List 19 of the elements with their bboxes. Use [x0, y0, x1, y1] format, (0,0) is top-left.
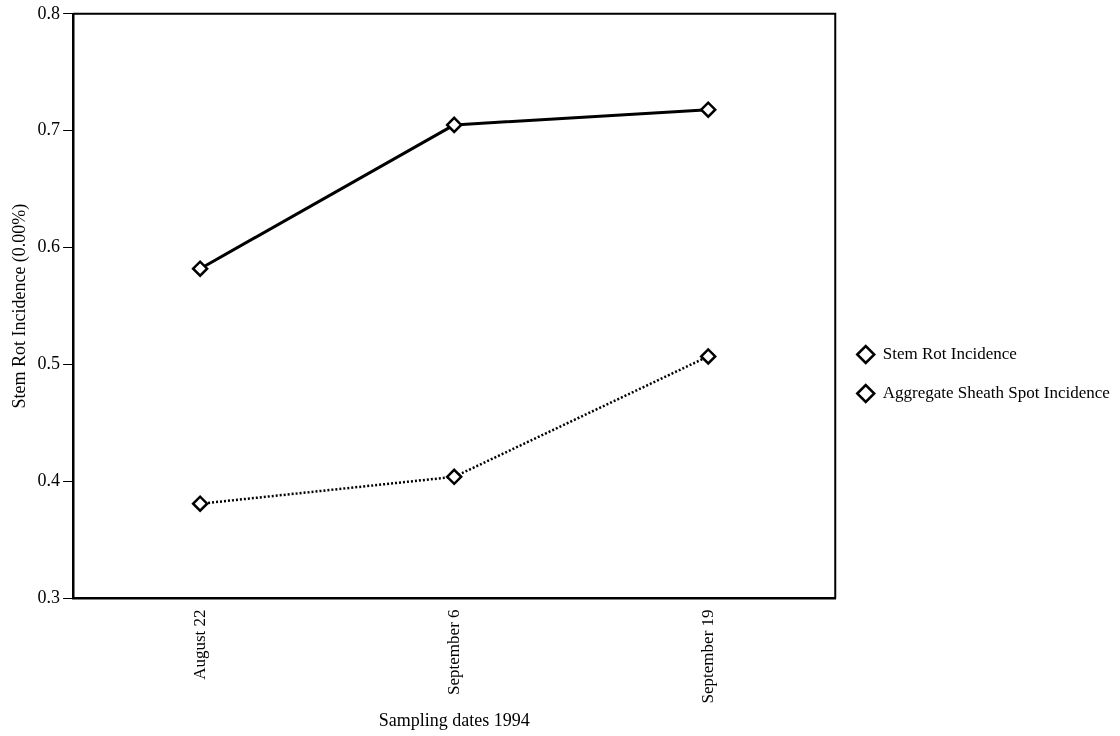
point	[191, 495, 209, 512]
y-tick-label: 0.8	[37, 2, 61, 23]
y-tick-label: 0.6	[37, 236, 61, 257]
x-tick-label: September 19	[697, 609, 717, 704]
y-tick-label: 0.5	[37, 353, 61, 374]
legend-label: Stem Rot Incidence	[882, 343, 1017, 363]
y-tick-label: 0.3	[37, 587, 61, 608]
point	[191, 260, 209, 277]
point	[699, 348, 717, 365]
x-tick-label: September 6	[443, 609, 463, 695]
x-tick-label: August 22	[189, 609, 209, 680]
y-axis-title: Stem Rot Incidence (0.00%)	[8, 203, 30, 409]
point	[445, 116, 463, 134]
point	[699, 101, 717, 118]
x-axis-title: Sampling dates 1994	[378, 709, 530, 730]
legend-label: Aggregate Sheath Spot Incidence	[882, 382, 1110, 402]
point	[445, 468, 463, 486]
y-tick-label: 0.4	[37, 470, 61, 491]
y-tick-label: 0.7	[37, 119, 61, 140]
